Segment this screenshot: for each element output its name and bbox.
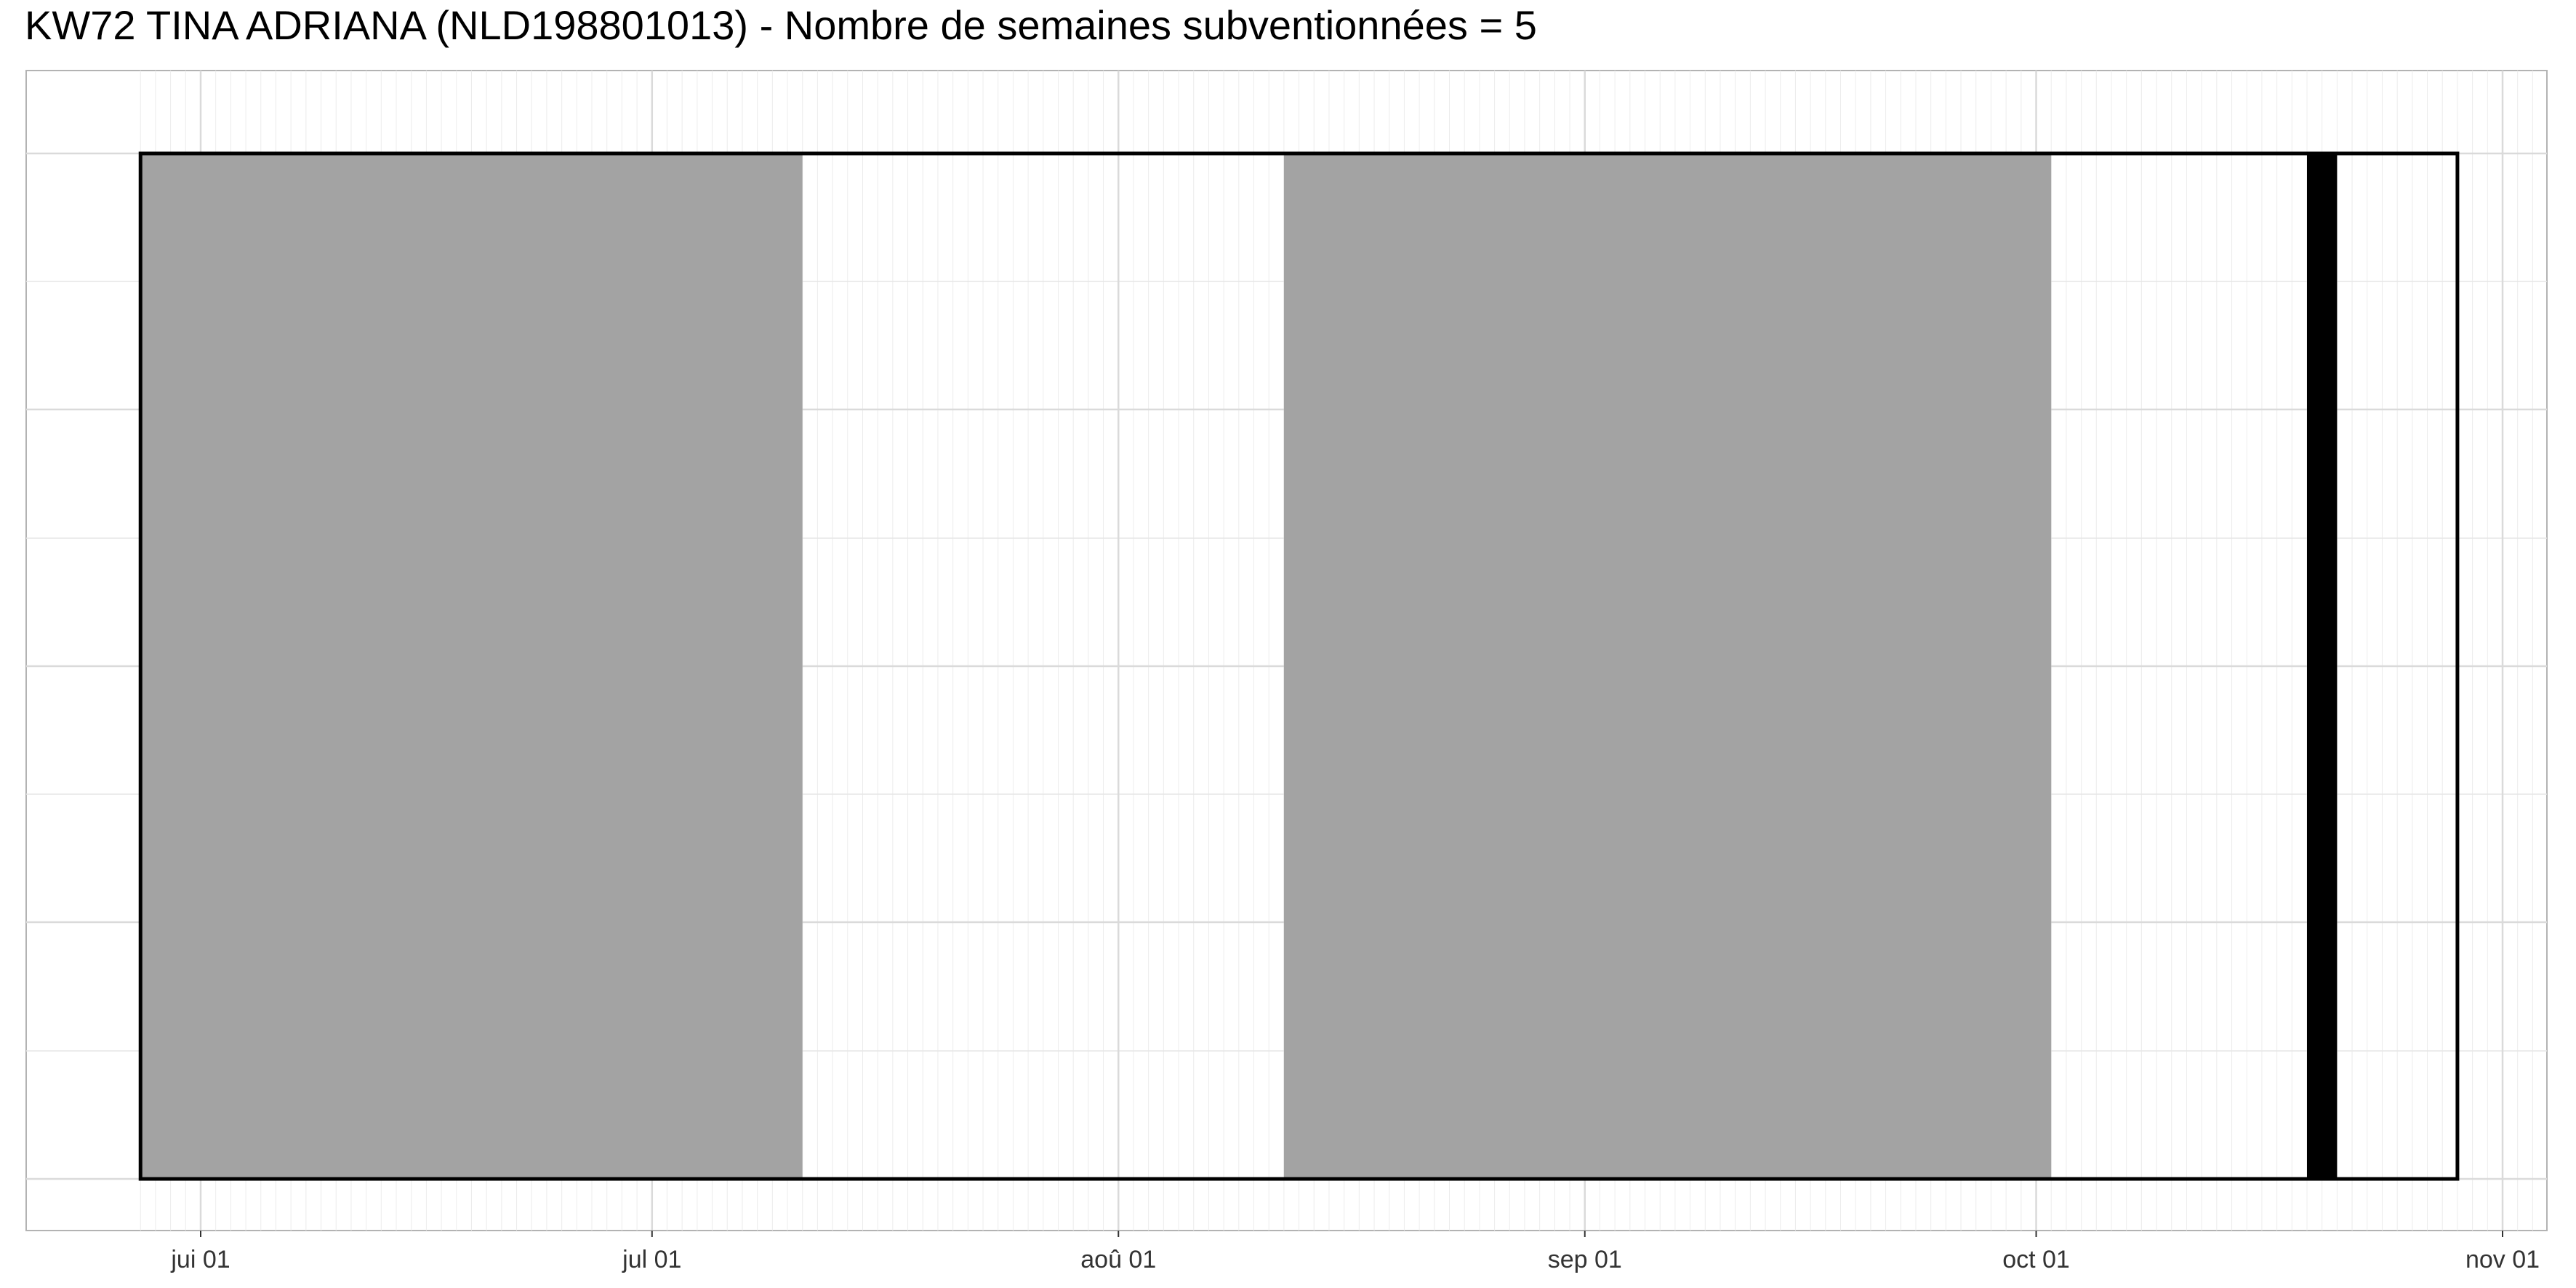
x-axis: jui 01 jul 01 aoû 01 sep 01 oct 01 nov 01 (170, 1231, 2540, 1273)
x-tick-label: aoû 01 (1080, 1246, 1156, 1273)
chart-title: KW72 TINA ADRIANA (NLD198801013) - Nombr… (25, 2, 1537, 48)
x-tick-label: oct 01 (2002, 1246, 2070, 1273)
x-tick-label: jui 01 (170, 1246, 230, 1273)
timeline-outline (138, 151, 2460, 1181)
period-bar (140, 153, 803, 1179)
period-bar (2306, 153, 2338, 1179)
period-bar (1283, 153, 2052, 1179)
x-tick-label: sep 01 (1548, 1246, 1622, 1273)
x-tick-label: nov 01 (2465, 1246, 2540, 1273)
periods-group (140, 153, 2338, 1179)
x-tick-label: jul 01 (622, 1246, 681, 1273)
